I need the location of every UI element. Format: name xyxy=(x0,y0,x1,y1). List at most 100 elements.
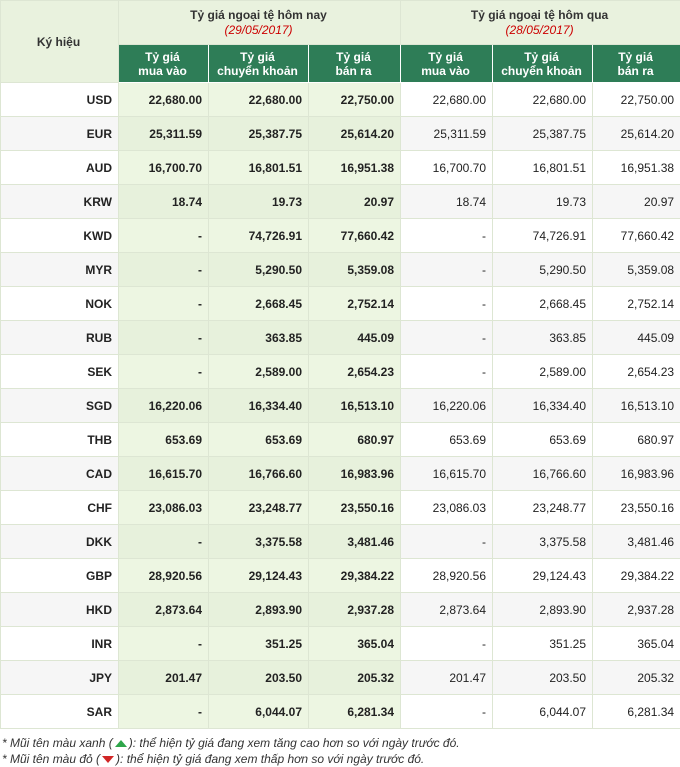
yesterday-rate-cell: 205.32 xyxy=(593,661,680,695)
today-rates-title: Tỷ giá ngoại tệ hôm nay xyxy=(190,8,327,22)
yesterday-rate-cell: 680.97 xyxy=(593,423,680,457)
today-rate-cell: 5,359.08 xyxy=(309,253,401,287)
today-rate-cell: 25,614.20 xyxy=(309,117,401,151)
today-rate-cell: 653.69 xyxy=(209,423,309,457)
yesterday-rate-cell: 2,654.23 xyxy=(593,355,680,389)
currency-symbol: DKK xyxy=(1,525,119,559)
yesterday-rate-cell: 16,766.60 xyxy=(493,457,593,491)
currency-symbol: MYR xyxy=(1,253,119,287)
yesterday-rate-cell: 201.47 xyxy=(401,661,493,695)
today-rate-cell: 2,893.90 xyxy=(209,593,309,627)
yesterday-rate-cell: - xyxy=(401,219,493,253)
currency-symbol: CHF xyxy=(1,491,119,525)
today-rate-cell: 28,920.56 xyxy=(119,559,209,593)
note-decrease: * Mũi tên màu đỏ (): thể hiện tỷ giá đan… xyxy=(2,751,680,767)
today-rate-cell: 16,951.38 xyxy=(309,151,401,185)
yesterday-rate-cell: 653.69 xyxy=(401,423,493,457)
yesterday-rate-cell: - xyxy=(401,253,493,287)
today-rate-cell: 74,726.91 xyxy=(209,219,309,253)
today-rate-cell: 22,680.00 xyxy=(119,83,209,117)
yesterday-rate-cell: 363.85 xyxy=(493,321,593,355)
yesterday-rate-cell: 3,481.46 xyxy=(593,525,680,559)
yesterday-rate-cell: 351.25 xyxy=(493,627,593,661)
yesterday-rate-cell: 2,589.00 xyxy=(493,355,593,389)
today-rate-cell: 16,766.60 xyxy=(209,457,309,491)
today-rate-cell: 16,220.06 xyxy=(119,389,209,423)
today-rate-cell: - xyxy=(119,219,209,253)
yesterday-rate-cell: 29,384.22 xyxy=(593,559,680,593)
yesterday-rate-cell: 22,680.00 xyxy=(401,83,493,117)
today-rate-cell: 25,311.59 xyxy=(119,117,209,151)
today-rate-cell: 365.04 xyxy=(309,627,401,661)
yesterday-rate-cell: 2,893.90 xyxy=(493,593,593,627)
yesterday-rate-cell: 25,614.20 xyxy=(593,117,680,151)
yesterday-rate-cell: 25,387.75 xyxy=(493,117,593,151)
today-rate-cell: 205.32 xyxy=(309,661,401,695)
today-rate-cell: - xyxy=(119,355,209,389)
symbol-header: Ký hiệu xyxy=(1,1,119,83)
yesterday-rate-cell: 2,752.14 xyxy=(593,287,680,321)
yesterday-rate-cell: 29,124.43 xyxy=(493,559,593,593)
today-rate-cell: 77,660.42 xyxy=(309,219,401,253)
yesterday-rate-cell: 19.73 xyxy=(493,185,593,219)
today-rate-cell: 22,680.00 xyxy=(209,83,309,117)
today-rate-cell: 23,550.16 xyxy=(309,491,401,525)
yesterday-rate-cell: 22,680.00 xyxy=(493,83,593,117)
yesterday-rate-cell: - xyxy=(401,355,493,389)
yesterday-rate-cell: - xyxy=(401,695,493,729)
today-rate-cell: 19.73 xyxy=(209,185,309,219)
today-rate-cell: 2,873.64 xyxy=(119,593,209,627)
yesterday-rate-cell: 2,668.45 xyxy=(493,287,593,321)
currency-symbol: SEK xyxy=(1,355,119,389)
today-rate-cell: 2,668.45 xyxy=(209,287,309,321)
legend-notes: * Mũi tên màu xanh (): thể hiện tỷ giá đ… xyxy=(0,735,680,767)
yesterday-rate-cell: - xyxy=(401,627,493,661)
yesterday-rate-cell: 77,660.42 xyxy=(593,219,680,253)
yesterday-rate-cell: 23,086.03 xyxy=(401,491,493,525)
today-rate-cell: - xyxy=(119,287,209,321)
today-rate-cell: 6,044.07 xyxy=(209,695,309,729)
today-rate-cell: - xyxy=(119,253,209,287)
exchange-rate-table: Ký hiệu Tỷ giá ngoại tệ hôm nay (29/05/2… xyxy=(0,0,680,729)
today-rate-cell: 20.97 xyxy=(309,185,401,219)
currency-symbol: RUB xyxy=(1,321,119,355)
today-rate-cell: 2,589.00 xyxy=(209,355,309,389)
currency-symbol: JPY xyxy=(1,661,119,695)
yesterday-rate-cell: 203.50 xyxy=(493,661,593,695)
yesterday-rates-header: Tỷ giá ngoại tệ hôm qua (28/05/2017) xyxy=(401,1,680,45)
yesterday-date: (28/05/2017) xyxy=(405,23,674,38)
note-increase: * Mũi tên màu xanh (): thể hiện tỷ giá đ… xyxy=(2,735,680,751)
today-rate-cell: 2,654.23 xyxy=(309,355,401,389)
yesterday-rate-cell: 20.97 xyxy=(593,185,680,219)
today-rate-cell: 653.69 xyxy=(119,423,209,457)
today-rate-cell: 23,086.03 xyxy=(119,491,209,525)
today-date: (29/05/2017) xyxy=(123,23,394,38)
today-rate-cell: - xyxy=(119,525,209,559)
yesterday-rate-cell: 3,375.58 xyxy=(493,525,593,559)
yesterday-rate-cell: 16,220.06 xyxy=(401,389,493,423)
yesterday-rate-cell: 74,726.91 xyxy=(493,219,593,253)
today-rate-cell: 16,334.40 xyxy=(209,389,309,423)
currency-symbol: THB xyxy=(1,423,119,457)
today-rate-cell: 16,983.96 xyxy=(309,457,401,491)
yesterday-rate-cell: 23,248.77 xyxy=(493,491,593,525)
currency-symbol: KWD xyxy=(1,219,119,253)
currency-symbol: INR xyxy=(1,627,119,661)
currency-symbol: SAR xyxy=(1,695,119,729)
